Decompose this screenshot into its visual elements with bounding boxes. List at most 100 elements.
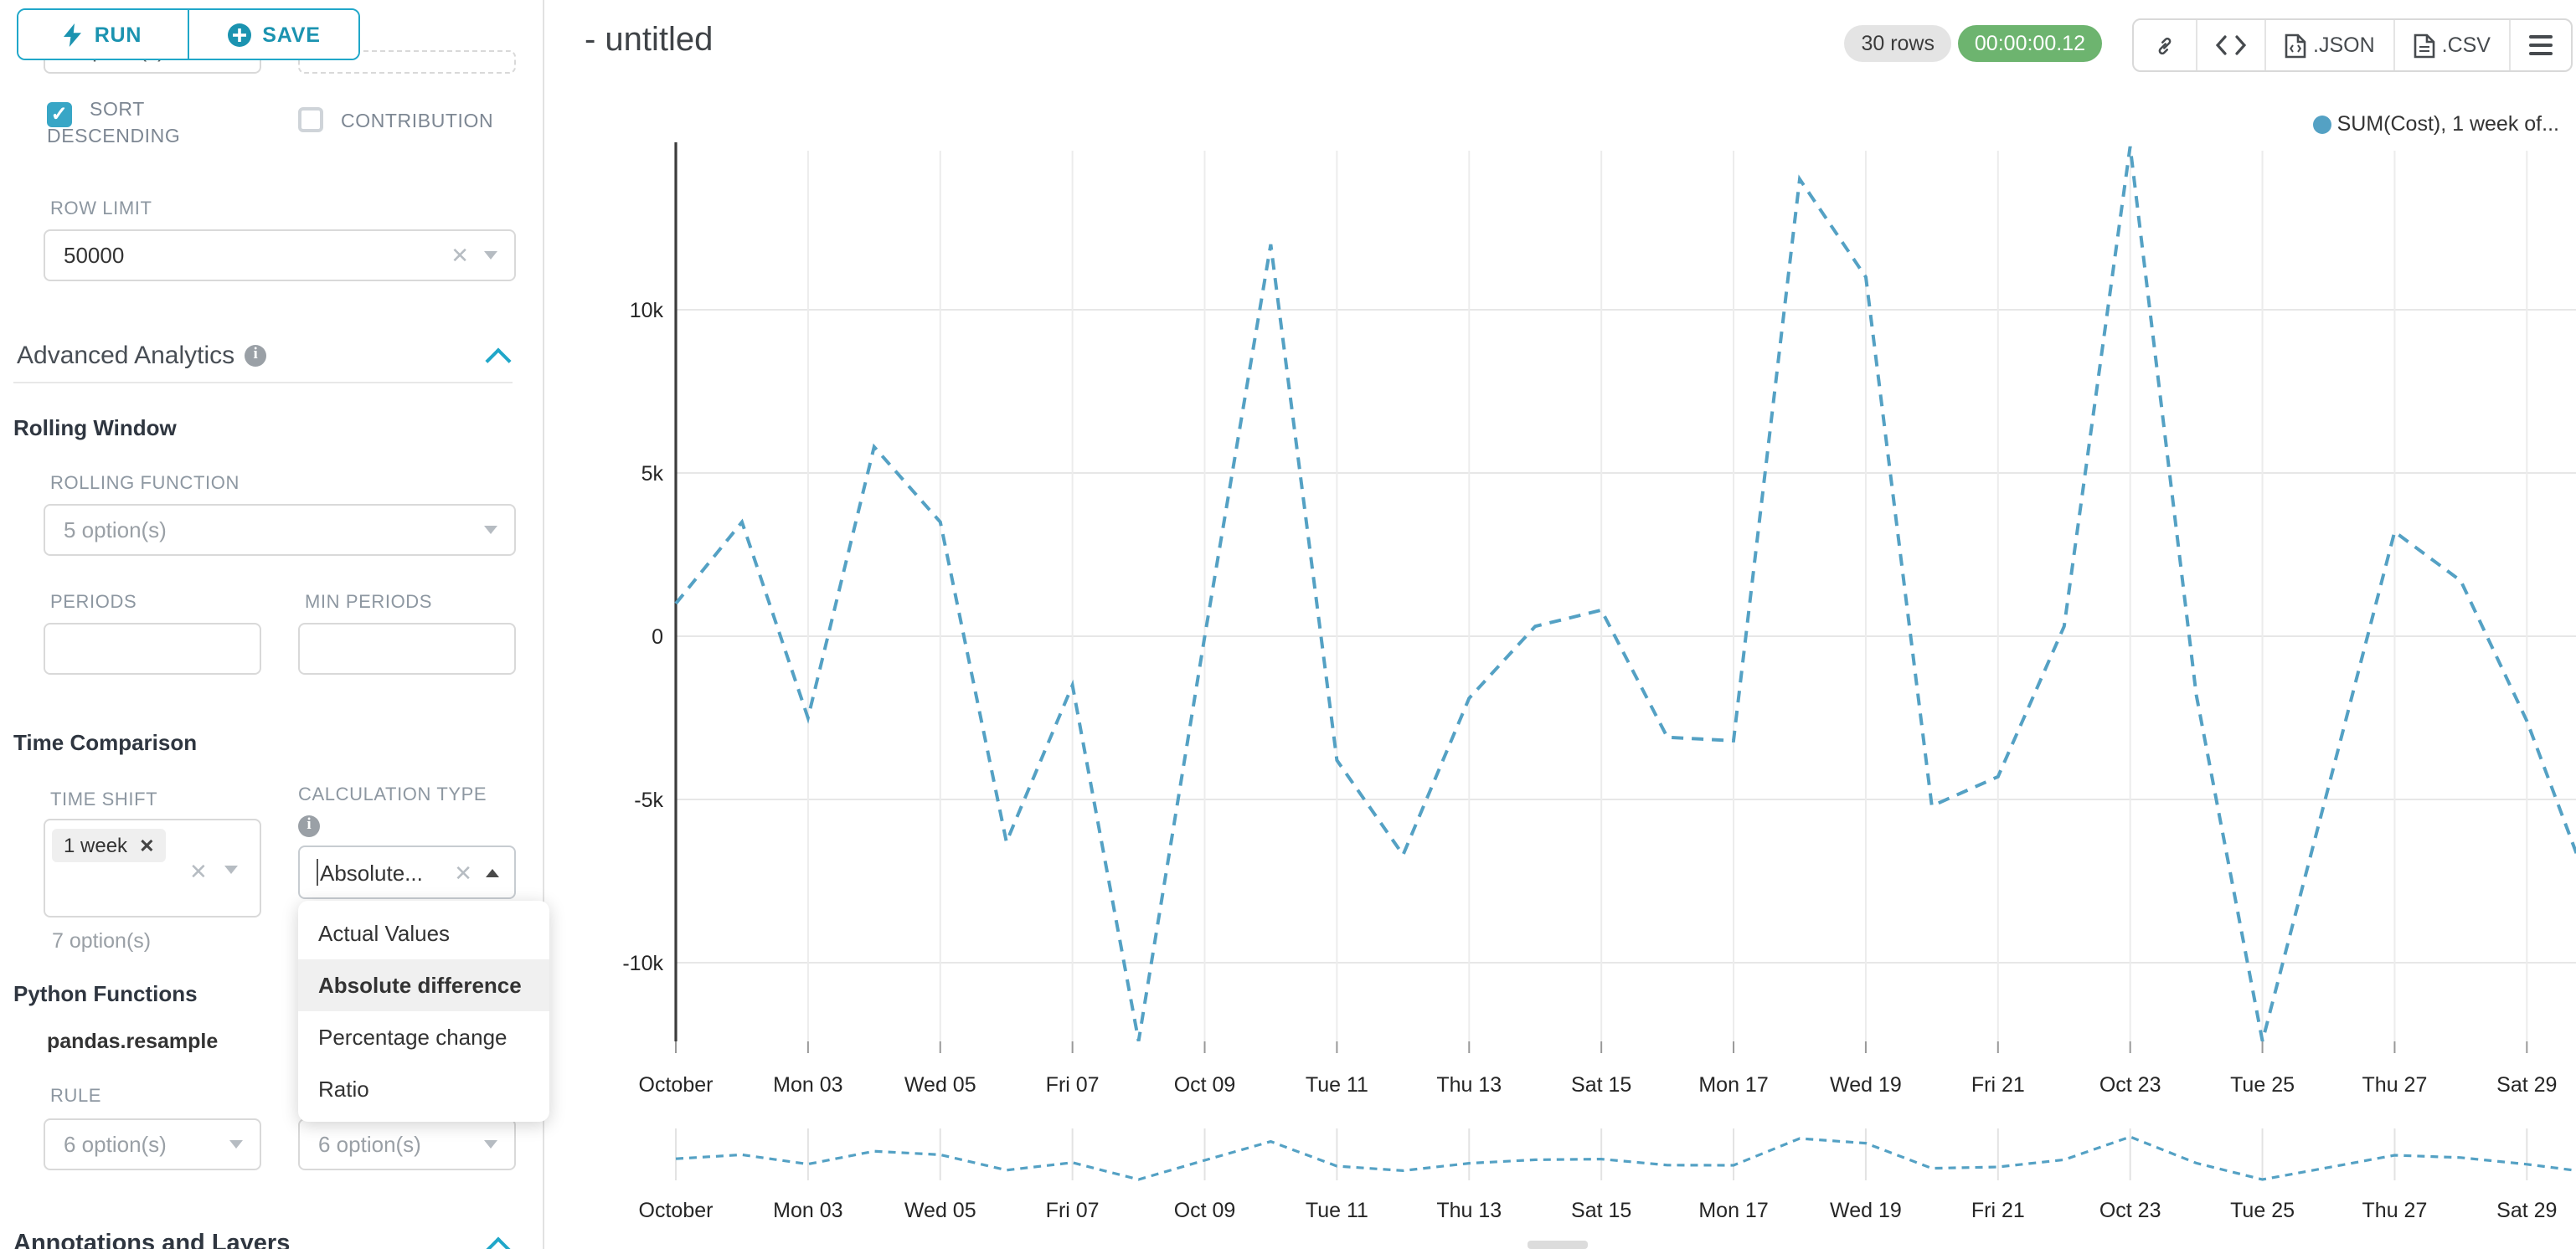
contribution-label: CONTRIBUTION [341, 112, 494, 132]
contribution-checkbox[interactable] [298, 107, 323, 132]
clear-icon[interactable]: ✕ [451, 243, 469, 268]
hamburger-icon [2529, 31, 2553, 60]
page-title[interactable]: - untitled [585, 22, 714, 59]
export-csv-button[interactable]: .CSV [2393, 20, 2509, 70]
method-select[interactable]: 6 option(s) [298, 1118, 516, 1170]
pandas-resample-label: pandas.resample [47, 1030, 219, 1053]
x-axis-label: Tue 11 [1306, 1073, 1368, 1097]
advanced-analytics-header[interactable]: Advanced Analytics i [17, 342, 267, 370]
min-periods-input[interactable] [298, 623, 516, 675]
chevron-up-icon[interactable] [486, 868, 499, 876]
info-icon[interactable]: i [298, 815, 320, 837]
export-json-button[interactable]: .JSON [2264, 20, 2393, 70]
mini-x-axis-label: Fri 07 [1046, 1199, 1100, 1222]
chevron-down-icon[interactable] [484, 526, 497, 534]
clear-icon[interactable]: ✕ [454, 860, 472, 885]
row-limit-select[interactable]: 50000 ✕ [44, 229, 516, 281]
chevron-down-icon[interactable] [484, 251, 497, 260]
x-axis-label: Fri 21 [1971, 1073, 2025, 1097]
method-placeholder: 6 option(s) [318, 1132, 421, 1157]
timeseries-chart[interactable]: 10k 5k 0 -5k -10k October October Mon 03 Mon 03 W… [553, 92, 2576, 1249]
periods-input[interactable] [44, 623, 261, 675]
x-axis-label: Oct 23 [2099, 1073, 2161, 1097]
x-axis-label: Sat 15 [1571, 1073, 1631, 1097]
rolling-function-select[interactable]: 5 option(s) [44, 504, 516, 556]
collapse-chevron-icon[interactable] [485, 1236, 512, 1249]
calculation-type-select[interactable]: Absolute... ✕ [298, 846, 516, 899]
dropdown-option[interactable]: Ratio [318, 1077, 369, 1102]
x-axis-label: Tue 25 [2230, 1073, 2295, 1097]
info-icon[interactable]: i [245, 345, 267, 367]
clear-icon[interactable]: ✕ [189, 859, 208, 884]
export-toolbar: .JSON .CSV [2132, 18, 2573, 72]
row-limit-label: ROW LIMIT [50, 199, 152, 219]
mini-x-axis-label: Mon 17 [1698, 1199, 1768, 1222]
mini-x-axis-label: Oct 23 [2099, 1199, 2161, 1222]
mini-chart-line[interactable] [675, 1135, 2576, 1181]
calculation-type-label: CALCULATION TYPE [298, 785, 487, 805]
export-csv-label: .CSV [2441, 33, 2491, 57]
embed-code-button[interactable] [2196, 20, 2264, 70]
y-axis-label: 10k [630, 299, 664, 322]
y-axis-label: 0 [652, 625, 663, 649]
contribution-control: CONTRIBUTION [298, 107, 533, 132]
y-axis-label: -5k [634, 789, 663, 812]
plus-circle-icon [227, 23, 251, 46]
chevron-down-icon[interactable] [229, 1140, 243, 1149]
chart-menu-button[interactable] [2509, 20, 2571, 70]
share-link-button[interactable] [2134, 20, 2196, 70]
panel-divider [543, 0, 544, 1249]
rolling-window-title: Rolling Window [13, 415, 177, 440]
min-periods-label: MIN PERIODS [305, 593, 433, 613]
x-axis-label: Wed 19 [1830, 1073, 1902, 1097]
chart-legend[interactable]: SUM(Cost), 1 week of... [2313, 112, 2559, 136]
row-limit-value: 50000 [64, 243, 125, 268]
dropdown-option[interactable]: Actual Values [318, 921, 451, 946]
resize-handle[interactable] [1528, 1241, 1588, 1249]
collapse-chevron-icon[interactable] [485, 347, 512, 374]
save-button[interactable]: SAVE [188, 10, 358, 59]
chart-area: 10k 5k 0 -5k -10k October October Mon 03 Mon 03 W… [553, 92, 2576, 1249]
x-axis-label: October [639, 1073, 714, 1097]
cropped-dashed-field[interactable] [298, 50, 516, 74]
file-text-icon [2414, 33, 2434, 58]
y-axis-label: 5k [641, 462, 664, 486]
chevron-down-icon[interactable] [484, 1140, 497, 1149]
rule-select[interactable]: 6 option(s) [44, 1118, 261, 1170]
tag-remove-icon[interactable]: ✕ [139, 836, 155, 856]
python-functions-title: Python Functions [13, 981, 198, 1006]
link-icon [2158, 36, 2172, 54]
time-shift-hint: 7 option(s) [52, 929, 152, 953]
mini-x-axis-label: Oct 09 [1174, 1199, 1236, 1222]
advanced-analytics-title: Advanced Analytics [17, 342, 235, 370]
mini-x-axis-label: Fri 21 [1971, 1199, 2025, 1222]
sort-descending-checkbox[interactable]: ✓ [47, 102, 72, 127]
chevron-down-icon[interactable] [224, 866, 238, 874]
export-json-label: .JSON [2313, 33, 2375, 57]
rows-badge: 30 rows [1844, 25, 1951, 62]
code-icon [2216, 35, 2246, 55]
run-button[interactable]: RUN [18, 10, 188, 59]
x-axis-label: Thu 27 [2362, 1073, 2428, 1097]
mini-x-axis-label: Mon 03 [773, 1199, 842, 1222]
calculation-type-dropdown: Actual Values Absolute difference Percenta… [298, 901, 549, 1122]
time-shift-tag: 1 week ✕ [52, 829, 167, 862]
mini-x-axis-label: Wed 19 [1830, 1199, 1902, 1222]
legend-dot [2313, 115, 2332, 133]
time-shift-label: TIME SHIFT [50, 790, 158, 810]
text-cursor [317, 859, 318, 886]
mini-x-axis-label: Tue 25 [2230, 1199, 2295, 1222]
dropdown-option[interactable]: Percentage change [318, 1025, 507, 1050]
x-axis-label: Mon 03 [773, 1073, 842, 1097]
legend-label: SUM(Cost), 1 week of... [2336, 112, 2559, 136]
mini-x-axis-label: Tue 11 [1306, 1199, 1368, 1222]
chart-line[interactable] [674, 146, 2576, 1042]
dropdown-option[interactable]: Absolute difference [298, 959, 549, 1011]
run-save-button-group: RUN SAVE [17, 8, 360, 60]
controls-sidebar: 7 option(s) RUN SAVE ✓ SORT [0, 0, 549, 1249]
x-axis-label: Fri 07 [1046, 1073, 1100, 1097]
rolling-function-label: ROLLING FUNCTION [50, 474, 240, 494]
annotations-header[interactable]: Annotations and Layers [13, 1231, 290, 1249]
file-code-icon [2285, 33, 2306, 58]
